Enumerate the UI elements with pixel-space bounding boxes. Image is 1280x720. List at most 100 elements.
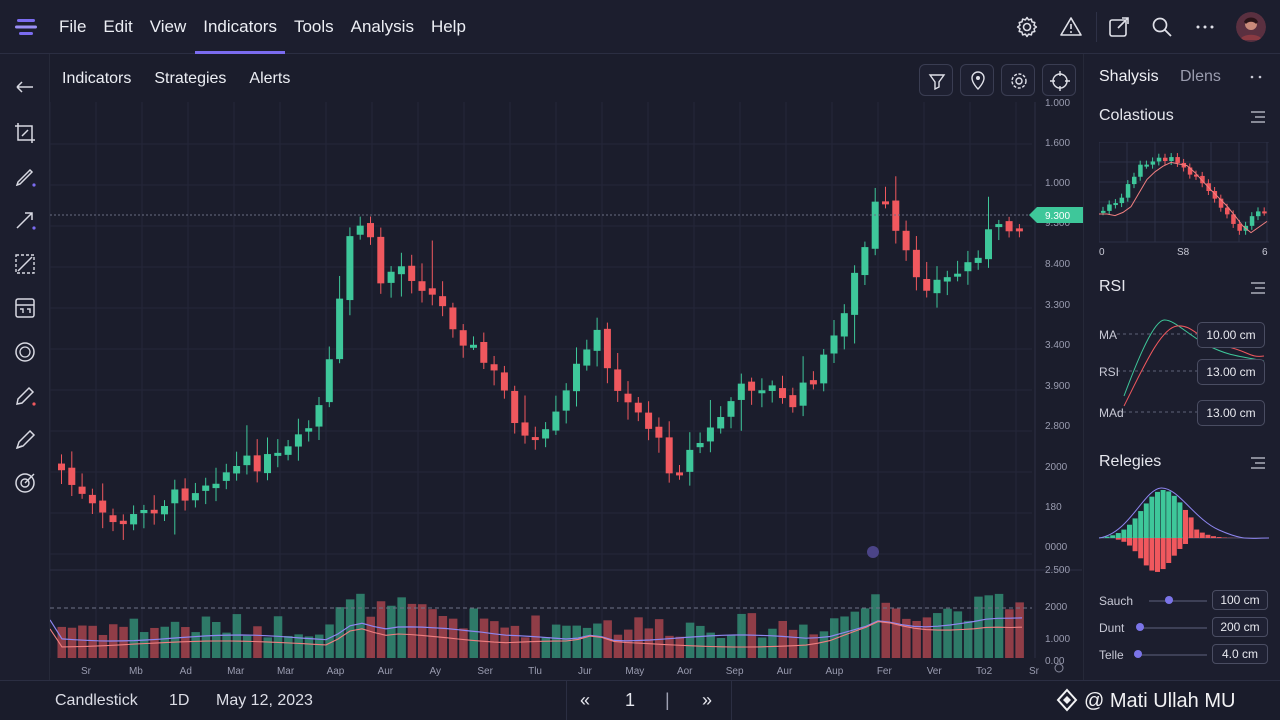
distribution-bar-negative <box>1115 538 1121 540</box>
price-chart[interactable]: 1.000 1.600 1.000 9.300 8.400 3.300 3.400 3.900… <box>50 54 1083 680</box>
volume-bar <box>912 620 921 658</box>
volume-bar <box>459 628 468 658</box>
volume-bar <box>840 616 849 658</box>
arrow-line-icon[interactable] <box>12 207 38 233</box>
chart-area[interactable]: 1.000 1.600 1.000 9.300 8.400 3.300 3.400 3.900… <box>50 54 1083 680</box>
crop-select-icon[interactable] <box>12 120 38 146</box>
panel-more-icon[interactable] <box>1247 70 1267 84</box>
slider-value-field[interactable]: 200 cm <box>1212 617 1268 637</box>
candle <box>500 372 508 391</box>
mini-axis-label: S8 <box>1177 247 1190 258</box>
candle <box>109 515 117 523</box>
x-axis-label: Sr <box>81 666 92 677</box>
candle <box>665 437 673 474</box>
rsi-value-field[interactable]: 13.00 cm <box>1197 359 1265 385</box>
volume-bar <box>799 624 808 658</box>
candle <box>58 463 65 471</box>
slider-track[interactable] <box>1134 654 1207 656</box>
candle <box>490 364 498 371</box>
distribution-bar <box>1110 535 1116 538</box>
prev-page-button[interactable]: « <box>580 690 591 710</box>
tab-alerts[interactable]: Alerts <box>249 70 291 87</box>
distribution-bar-negative <box>1166 538 1172 563</box>
rsi-value-field[interactable]: 13.00 cm <box>1197 400 1265 426</box>
watermark: @ Mati Ullah MU <box>1054 681 1235 720</box>
slider-value-field[interactable]: 4.0 cm <box>1212 644 1268 664</box>
candle <box>315 405 323 427</box>
next-page-button[interactable]: » <box>702 690 713 710</box>
circle-icon[interactable] <box>12 339 38 365</box>
candle <box>511 390 519 424</box>
menu-edit[interactable]: Edit <box>103 17 133 36</box>
external-link-icon[interactable] <box>1106 14 1132 40</box>
slider-value-field[interactable]: 100 cm <box>1212 590 1268 610</box>
menu-lines-icon[interactable] <box>1249 281 1267 295</box>
tab-shalysis[interactable]: Shalysis <box>1099 68 1159 85</box>
menu-help[interactable]: Help <box>430 17 466 36</box>
candle <box>336 298 344 360</box>
volume-bar <box>757 637 767 658</box>
chart-settings-button[interactable] <box>1001 64 1035 96</box>
date-display[interactable]: May 12, 2023 <box>216 692 313 709</box>
slider-track[interactable] <box>1140 627 1207 629</box>
tab-strategies[interactable]: Strategies <box>154 70 227 87</box>
menu-file[interactable]: File <box>59 17 87 36</box>
filter-button[interactable] <box>919 64 953 96</box>
more-horizontal-icon[interactable] <box>1192 14 1218 40</box>
menu-tools[interactable]: Tools <box>293 17 334 36</box>
volume-bar <box>67 627 77 658</box>
gear-icon[interactable] <box>1014 14 1040 40</box>
candle <box>346 236 354 301</box>
target-icon[interactable] <box>12 470 38 496</box>
alert-triangle-icon[interactable] <box>1058 14 1084 40</box>
slider-knob[interactable] <box>1133 650 1142 658</box>
volume-bar <box>212 621 221 658</box>
candle <box>706 427 714 442</box>
candle <box>191 493 199 501</box>
pen-icon[interactable] <box>12 427 38 453</box>
volume-bar <box>418 604 427 658</box>
slider-knob[interactable] <box>1136 623 1144 631</box>
volume-bar <box>850 611 860 658</box>
candle <box>397 266 405 275</box>
rsi-value-field[interactable]: 10.00 cm <box>1197 322 1265 348</box>
menu-indicators[interactable]: Indicators <box>195 0 285 54</box>
mini-candle <box>1107 204 1112 211</box>
candle <box>676 472 683 476</box>
distribution-bar-negative <box>1171 538 1177 556</box>
tab-indicators[interactable]: Indicators <box>62 70 132 87</box>
distribution-bar <box>1194 529 1200 538</box>
menu-view[interactable]: View <box>149 17 187 36</box>
slider-knob[interactable] <box>1165 596 1174 604</box>
event-marker-icon <box>867 546 879 558</box>
menu-lines-icon[interactable] <box>1249 110 1267 124</box>
volume-bar <box>788 629 798 658</box>
measure-icon[interactable] <box>12 251 38 277</box>
price-tick-label: 1.000 <box>1045 98 1070 109</box>
candle <box>305 428 313 432</box>
menu-lines-icon[interactable] <box>1249 456 1267 470</box>
distribution-bar <box>1127 524 1132 538</box>
back-arrow-icon[interactable] <box>12 74 38 100</box>
calendar-icon[interactable] <box>12 295 38 321</box>
menu-analysis[interactable]: Analysis <box>350 17 414 36</box>
slider-track[interactable] <box>1149 600 1207 602</box>
interval-selector[interactable]: 1D <box>169 692 190 709</box>
candle <box>573 363 580 392</box>
search-icon[interactable] <box>1149 14 1175 40</box>
status-bar: Candlestick 1D May 12, 2023 « 1 | » @ Ma… <box>0 680 1280 720</box>
volume-bar <box>356 593 365 658</box>
volume-bar <box>521 637 530 658</box>
app-logo-icon[interactable] <box>14 16 38 38</box>
volume-bar <box>232 614 242 658</box>
pencil-icon[interactable] <box>12 383 38 409</box>
rsi-line <box>1123 319 1265 397</box>
volume-tick-label: 2000 <box>1045 602 1068 613</box>
brush-icon[interactable] <box>12 164 38 190</box>
pin-button[interactable] <box>960 64 994 96</box>
crosshair-button[interactable] <box>1042 64 1076 96</box>
avatar[interactable] <box>1236 12 1266 42</box>
tab-dlens[interactable]: Dlens <box>1180 68 1221 85</box>
chart-type-selector[interactable]: Candlestick <box>55 692 138 709</box>
